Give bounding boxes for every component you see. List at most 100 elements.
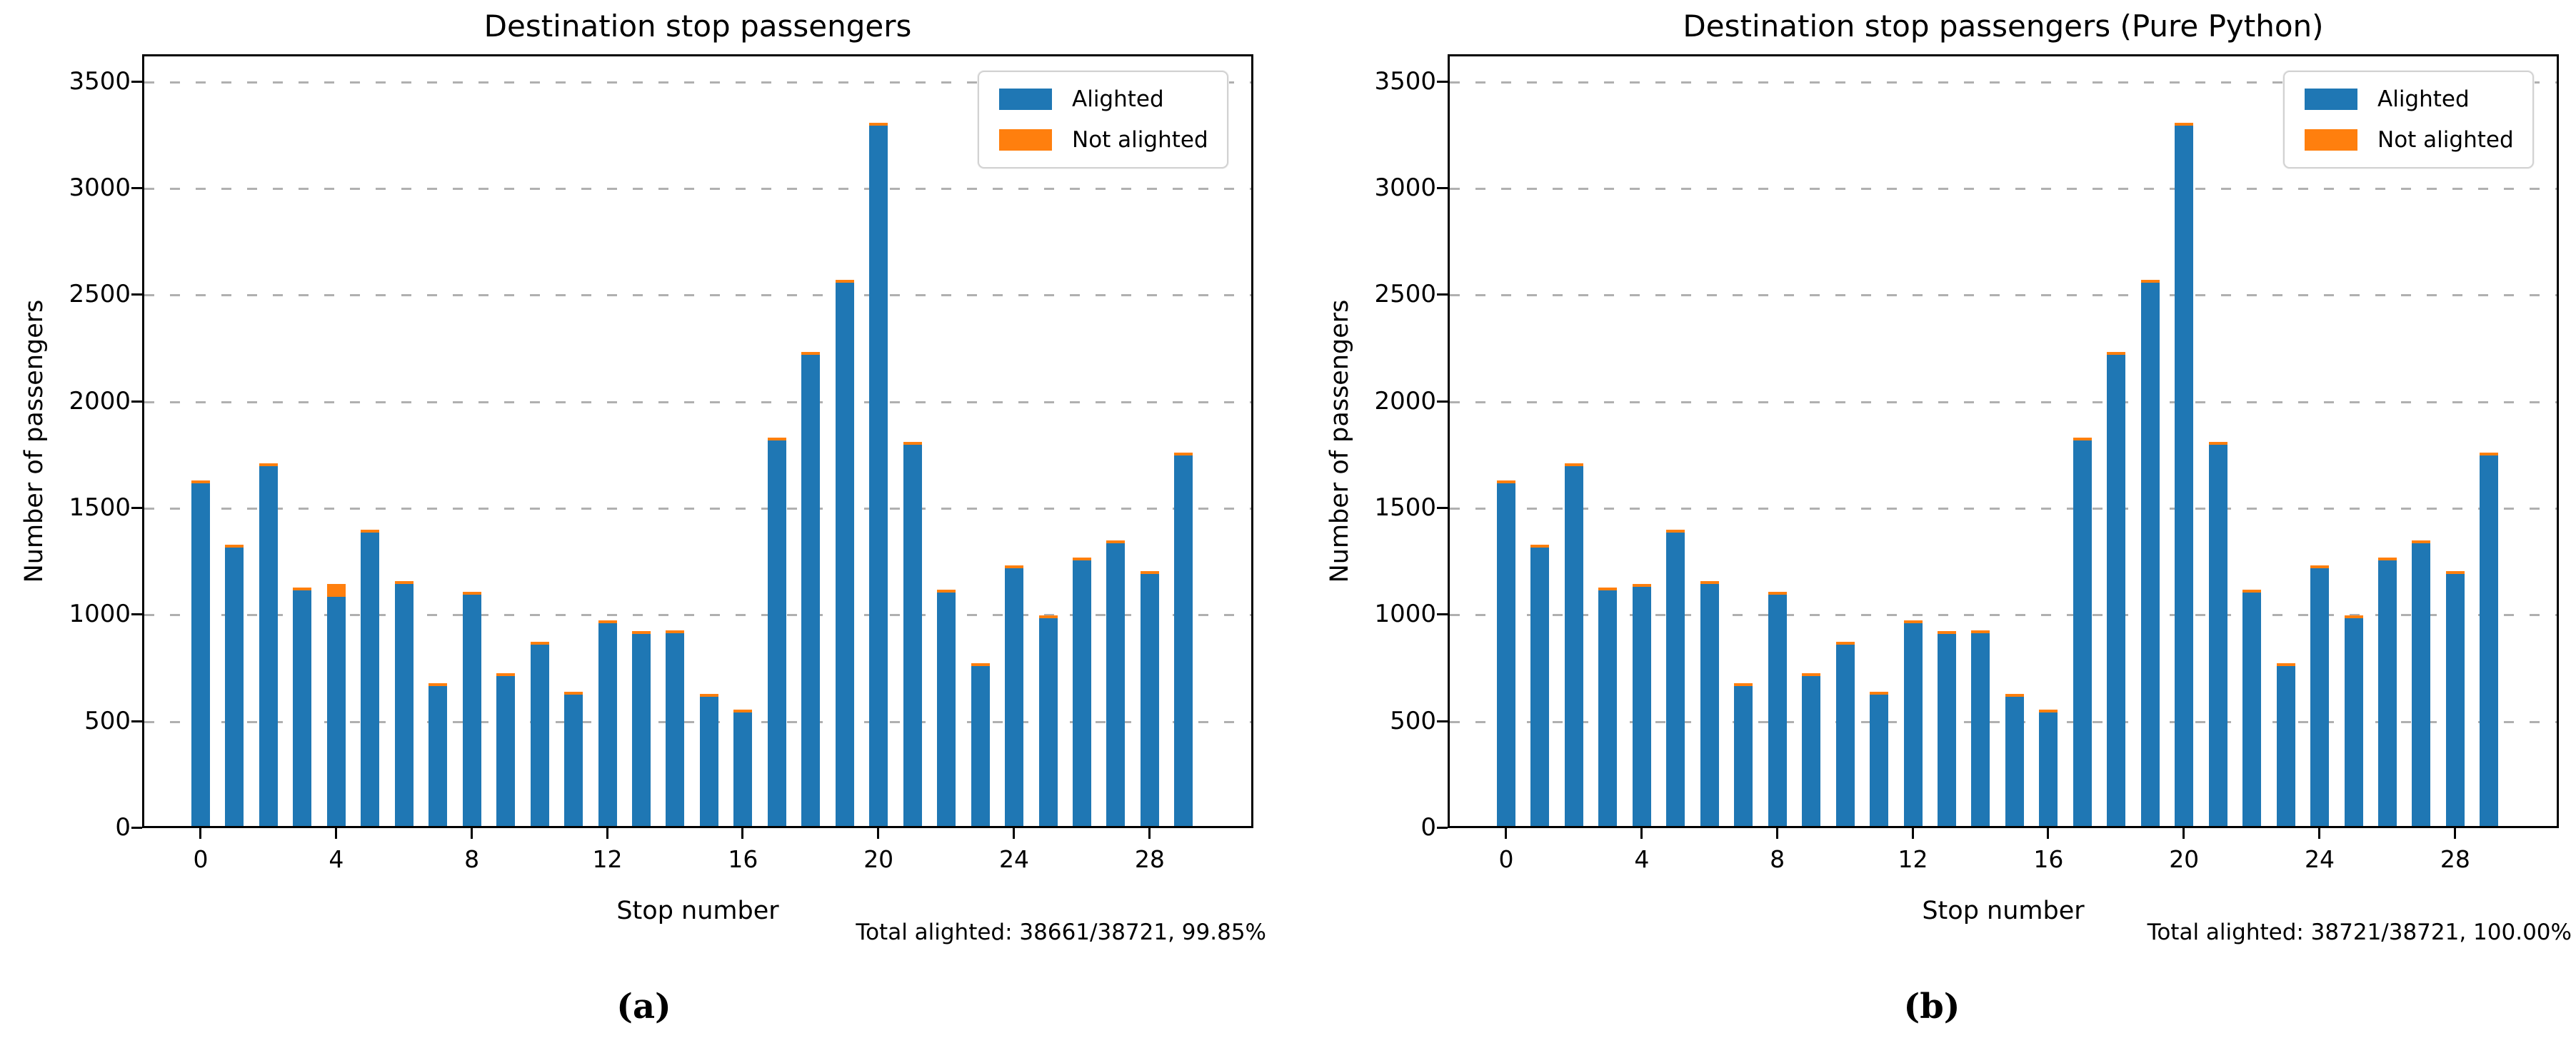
gridline [144,81,1251,84]
x-tick-mark [2453,828,2456,839]
bar-segment-not-alighted [1938,631,1956,634]
x-tick-mark [1775,828,1778,839]
bar-stop-27 [1106,540,1125,826]
y-tick-mark [1437,720,1448,722]
not-alighted-swatch-icon [999,129,1052,151]
legend-row: Not alighted [999,127,1227,153]
chart-a-plot-area [142,54,1253,828]
bar-segment-not-alighted [937,590,956,593]
bar-stop-14 [666,630,684,826]
y-tick-mark [1437,80,1448,83]
gridline [144,188,1251,191]
bar-stop-8 [463,592,481,826]
bar-segment-not-alighted [1565,463,1583,466]
x-tick-mark [1505,828,1507,839]
x-tick-label: 8 [1770,845,1785,873]
bar-segment-not-alighted [1497,480,1515,483]
x-tick-mark [334,828,337,839]
bar-segment-not-alighted [1174,453,1193,455]
x-tick-label: 28 [2440,845,2470,873]
not-alighted-swatch-icon [2305,129,2357,151]
y-tick-mark [131,613,142,616]
y-tick-label: 3500 [1374,66,1436,96]
x-tick-label: 16 [2033,845,2064,873]
bar-segment-not-alighted [869,123,888,126]
panel-label-b: (b) [1903,987,1960,1027]
y-tick-label: 2000 [69,386,131,415]
bar-stop-16 [2039,710,2058,826]
bar-segment-not-alighted [2107,352,2125,355]
bar-stop-0 [191,480,210,826]
x-tick-label: 20 [863,845,894,873]
bar-segment-not-alighted [2345,615,2363,618]
bar-segment-not-alighted [2242,590,2261,593]
bar-stop-10 [1836,642,1855,826]
y-tick-mark [131,827,142,829]
bar-stop-19 [836,280,854,826]
bar-stop-18 [801,352,820,826]
chart-a-y-axis-label: Number of passengers [20,299,49,583]
bar-stop-24 [1005,565,1023,826]
x-tick-mark [2047,828,2050,839]
bar-segment-not-alighted [1700,581,1719,584]
bar-segment-not-alighted [361,530,379,533]
bar-stop-4 [1633,584,1651,826]
chart-a-x-axis-label: Stop number [616,897,779,925]
bar-stop-22 [937,590,956,826]
gridline [144,720,1251,723]
y-tick-mark [131,80,142,83]
bar-segment-not-alighted [836,280,854,283]
chart-b-title: Destination stop passengers (Pure Python… [1683,9,2324,44]
y-tick-label: 1000 [1374,600,1436,629]
bar-segment-not-alighted [1666,530,1685,533]
chart-b-total-annotation: Total alighted: 38721/38721, 100.00% [2147,919,2572,945]
y-tick-label: 500 [84,706,131,735]
legend-label-alighted: Alighted [1072,86,1164,113]
bar-segment-not-alighted [2209,442,2227,445]
y-tick-label: 1500 [69,493,131,523]
bar-segment-not-alighted [2378,558,2397,560]
legend-row: Not alighted [2305,127,2532,153]
y-tick-label: 1500 [1374,493,1436,523]
bar-segment-not-alighted [429,683,447,686]
gridline [144,508,1251,510]
y-tick-label: 2500 [69,280,131,309]
y-tick-mark [1437,613,1448,616]
x-tick-label: 28 [1134,845,1165,873]
bar-stop-28 [2446,571,2465,826]
bar-stop-6 [1700,581,1719,826]
bar-stop-21 [903,442,922,826]
bar-stop-28 [1141,571,1159,826]
bar-segment-not-alighted [733,710,752,712]
bar-stop-4 [327,584,346,826]
bar-segment-not-alighted [632,631,651,634]
gridline [144,400,1251,403]
chart-b-legend: Alighted Not alighted [2283,71,2534,168]
bar-segment-not-alighted [2141,280,2160,283]
bar-stop-18 [2107,352,2125,826]
bar-stop-12 [1904,620,1923,826]
x-tick-mark [606,828,608,839]
x-tick-mark [2182,828,2185,839]
bar-segment-not-alighted [293,588,311,590]
x-tick-label: 24 [999,845,1030,873]
gridline [1450,508,2557,510]
bar-stop-2 [1565,463,1583,826]
bar-segment-not-alighted [463,592,481,595]
bar-segment-not-alighted [1971,630,1990,633]
bar-segment-not-alighted [1802,673,1820,676]
bar-segment-not-alighted [531,642,549,645]
bar-segment-not-alighted [259,463,278,466]
y-tick-mark [1437,293,1448,296]
bar-segment-not-alighted [971,663,990,666]
bar-stop-13 [1938,631,1956,826]
y-tick-label: 500 [1390,706,1436,735]
bar-stop-23 [971,663,990,826]
y-tick-mark [131,187,142,190]
alighted-swatch-icon [999,89,1052,111]
bar-segment-not-alighted [395,581,414,584]
gridline [1450,81,2557,84]
bar-segment-not-alighted [1904,620,1923,623]
bar-stop-11 [1870,692,1888,826]
bar-segment-not-alighted [1106,540,1125,543]
